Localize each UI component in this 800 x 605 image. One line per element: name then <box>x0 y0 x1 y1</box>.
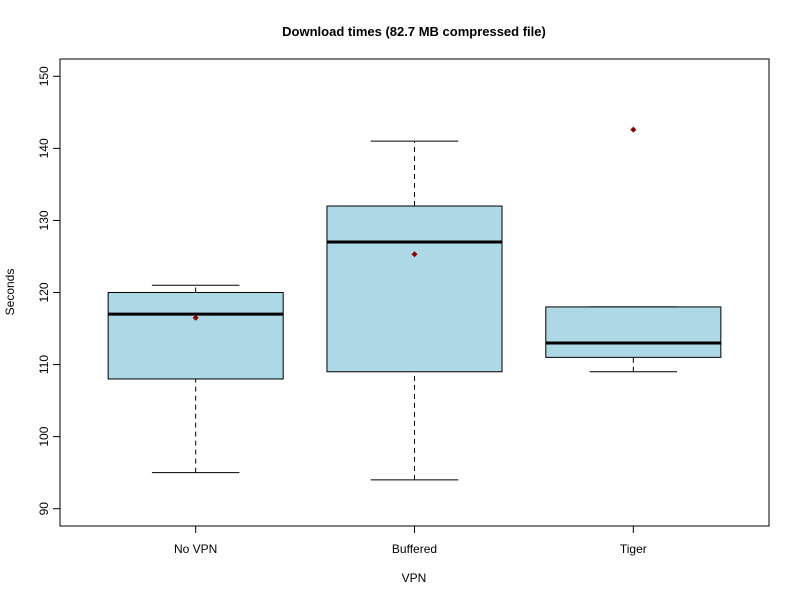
y-tick-label: 140 <box>37 138 51 158</box>
box <box>107 292 284 380</box>
x-axis-label: VPN <box>402 571 427 585</box>
y-tick-label: 150 <box>37 66 51 86</box>
y-tick-label: 90 <box>37 502 51 516</box>
y-tick-label: 130 <box>37 210 51 230</box>
x-tick-label: No VPN <box>174 542 217 556</box>
y-tick-label: 120 <box>37 282 51 302</box>
x-tick-label: Buffered <box>392 542 437 556</box>
y-tick-label: 100 <box>37 426 51 446</box>
box <box>326 205 503 373</box>
chart-title: Download times (82.7 MB compressed file) <box>282 24 546 39</box>
box <box>545 306 722 358</box>
mean-point <box>192 314 199 321</box>
y-tick-label: 110 <box>37 355 51 374</box>
mean-point <box>411 251 418 258</box>
x-tick-label: Tiger <box>620 542 647 556</box>
mean-point <box>630 126 637 133</box>
y-axis-label: Seconds <box>3 269 17 316</box>
